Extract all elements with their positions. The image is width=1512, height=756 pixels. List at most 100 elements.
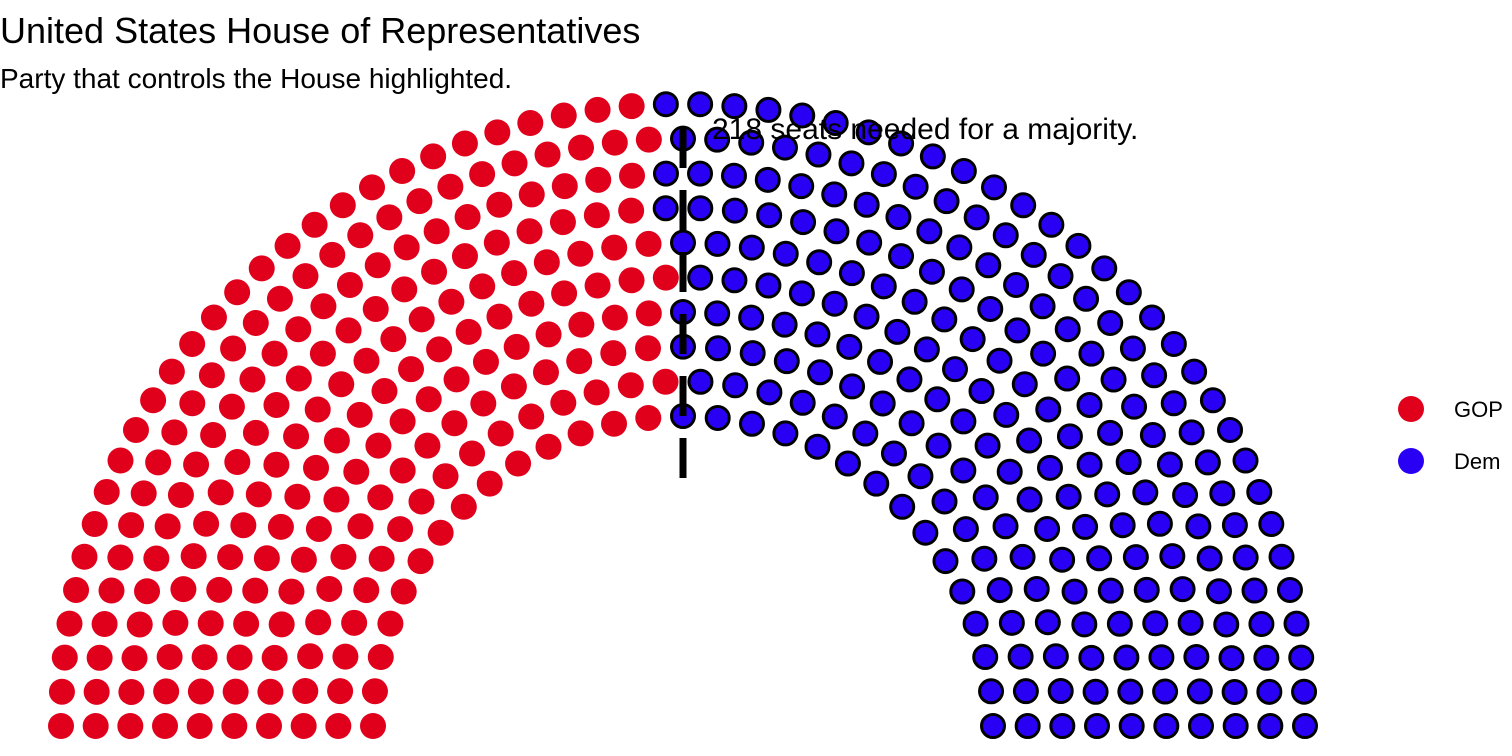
seat-dem	[1146, 510, 1173, 537]
seat-gop	[187, 678, 214, 705]
seat-gop	[207, 479, 234, 506]
seat-gop	[414, 432, 441, 459]
seat-gop	[454, 204, 481, 231]
chart-title: United States House of Representatives	[0, 10, 641, 51]
seat-gop	[230, 512, 257, 539]
seat-dem	[1084, 713, 1110, 739]
seat-dem	[1156, 451, 1183, 478]
seat-dem	[853, 191, 880, 218]
seat-gop	[263, 451, 290, 478]
seat-gop	[130, 480, 157, 507]
seat-gop	[368, 545, 395, 572]
seat-dem	[823, 218, 850, 245]
seat-dem	[838, 150, 865, 177]
seat-dem	[986, 577, 1013, 604]
seat-gop	[421, 258, 448, 285]
seat-gop	[601, 129, 628, 156]
seat-gop	[220, 335, 247, 362]
seat-dem	[804, 433, 831, 460]
seat-dem	[963, 204, 990, 231]
seat-gop	[476, 470, 503, 497]
seat-gop	[618, 267, 645, 294]
seat-dem	[855, 119, 882, 146]
seat-gop	[261, 644, 288, 671]
seat-gop	[86, 644, 113, 671]
seat-gop	[601, 410, 628, 437]
seat-dem	[1181, 358, 1208, 385]
seat-gop	[121, 645, 148, 672]
seat-gop	[406, 188, 433, 215]
seat-dem	[1049, 546, 1076, 573]
seat-dem	[722, 372, 749, 399]
seat-gop	[619, 162, 646, 189]
seat-dem	[1139, 422, 1166, 449]
seat-gop	[186, 713, 213, 739]
seat-dem	[738, 234, 765, 261]
seat-dem	[738, 129, 765, 156]
seat-gop	[469, 273, 496, 300]
seat-gop	[268, 611, 295, 638]
seat-dem	[790, 209, 817, 236]
seat-dem	[962, 610, 989, 637]
seat-dem	[975, 252, 1002, 279]
seats-layer	[48, 91, 1318, 739]
seat-gop	[380, 326, 407, 353]
seat-dem	[902, 173, 929, 200]
seat-gop	[420, 143, 447, 170]
seat-dem	[755, 96, 782, 123]
seat-gop	[443, 366, 470, 393]
seat-dem	[916, 218, 943, 245]
seat-gop	[153, 678, 180, 705]
seat-gop	[327, 678, 354, 705]
seat-gop	[450, 493, 477, 520]
seat-gop	[360, 713, 386, 739]
seat-dem	[1047, 263, 1074, 290]
seat-dem	[1160, 390, 1187, 417]
seat-dem	[1009, 543, 1036, 570]
seat-dem	[1054, 316, 1081, 343]
seat-dem	[918, 258, 945, 285]
seat-gop	[323, 486, 350, 513]
seat-gop	[145, 449, 172, 476]
seat-gop	[583, 379, 610, 406]
seat-gop	[441, 410, 468, 437]
seat-dem	[1258, 511, 1285, 538]
seat-dem	[1221, 512, 1248, 539]
seat-gop	[635, 300, 662, 327]
seat-gop	[486, 191, 513, 218]
seat-dem	[1248, 611, 1275, 638]
seat-dem	[974, 432, 1001, 459]
seat-gop	[156, 643, 183, 670]
seat-gop	[501, 260, 528, 287]
seat-gop	[585, 166, 612, 193]
seat-gop	[584, 96, 611, 123]
seat-gop	[359, 174, 385, 201]
seat-gop	[438, 288, 465, 315]
seat-dem	[931, 488, 958, 515]
seat-dem	[898, 410, 925, 437]
seat-gop	[325, 713, 352, 739]
seat-gop	[63, 576, 90, 603]
seat-dem	[1004, 317, 1031, 344]
seat-dem	[1217, 416, 1244, 443]
seat-dem	[913, 336, 940, 363]
seat-gop	[278, 578, 305, 605]
seat-gop	[179, 390, 206, 417]
seat-dem	[1011, 371, 1038, 398]
seat-gop	[206, 576, 233, 603]
seat-gop	[266, 285, 293, 312]
seat-dem	[836, 333, 863, 360]
seat-gop	[91, 611, 118, 638]
seat-dem	[1035, 396, 1062, 423]
seat-dem	[1030, 340, 1057, 367]
seat-gop	[407, 548, 434, 575]
seat-gop	[483, 229, 510, 256]
seat-gop	[290, 546, 317, 573]
seat-dem	[1257, 713, 1284, 739]
seat-dem	[1078, 340, 1105, 367]
seat-gop	[297, 643, 324, 670]
seat-dem	[998, 609, 1025, 636]
seat-dem	[670, 229, 696, 256]
seat-dem	[771, 311, 798, 338]
seat-gop	[304, 396, 331, 423]
